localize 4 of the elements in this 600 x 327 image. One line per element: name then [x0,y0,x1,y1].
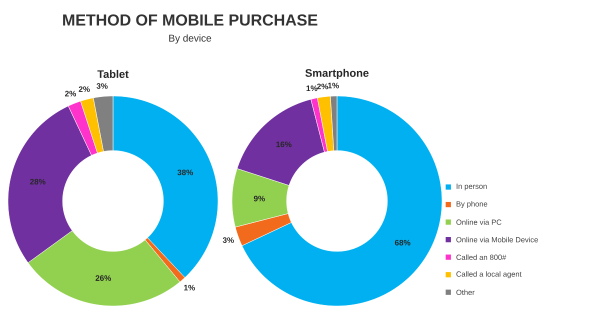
text: By device [169,34,212,44]
chart-title: Tablet [97,70,129,78]
chart-title: Smartphone [305,68,369,80]
text: METHOD OF MOBILE PURCHASE [63,14,318,26]
